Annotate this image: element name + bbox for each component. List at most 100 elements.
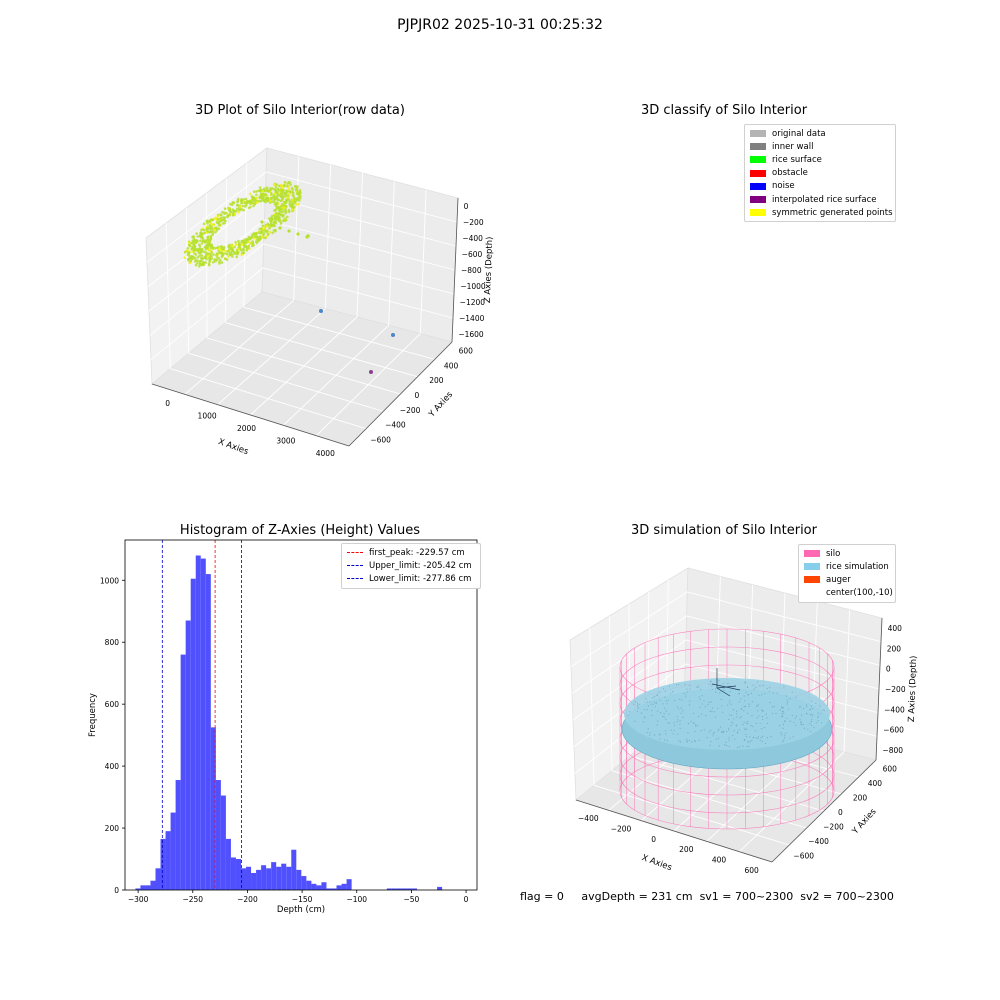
rice-point <box>711 685 713 687</box>
rice-point <box>693 722 695 724</box>
rice-point <box>717 707 719 709</box>
rice-point <box>740 698 742 700</box>
data-point <box>222 211 226 214</box>
rice-point <box>726 730 728 733</box>
data-point <box>198 243 201 247</box>
panel1-3d-raw-plot: 010002000300040006004002000−200−400−6000… <box>145 147 495 458</box>
data-point <box>262 232 266 235</box>
rice-point <box>752 684 754 686</box>
rice-point <box>722 730 724 732</box>
data-point <box>294 203 298 206</box>
rice-point <box>634 701 636 703</box>
panel4-y-axis-label: Y Axies <box>850 806 879 837</box>
rice-point <box>744 727 746 729</box>
data-point <box>291 208 294 212</box>
data-point <box>297 202 300 206</box>
rice-point <box>811 708 814 710</box>
panel4-y-tick-label: −200 <box>823 823 844 832</box>
rice-point <box>715 716 717 718</box>
data-point <box>266 232 270 236</box>
data-point <box>212 253 215 256</box>
rice-point <box>664 690 666 692</box>
data-point <box>194 263 198 267</box>
histogram-bar <box>411 888 417 890</box>
panel1-x-tick-label: 1000 <box>198 412 217 421</box>
rice-point <box>820 713 822 715</box>
data-point <box>283 180 287 184</box>
legend-label: obstacle <box>772 168 808 179</box>
rice-point <box>711 710 713 713</box>
data-point <box>278 218 282 221</box>
rice-point <box>700 688 702 691</box>
rice-point <box>723 687 725 689</box>
rice-point <box>751 739 753 741</box>
histogram-bar <box>225 838 231 890</box>
rice-point <box>637 707 639 709</box>
data-point <box>244 197 248 201</box>
rice-point <box>786 703 788 705</box>
rice-point <box>688 684 691 686</box>
data-point <box>253 232 256 236</box>
rice-point <box>651 714 653 716</box>
data-point <box>213 228 216 231</box>
data-point <box>281 215 285 218</box>
data-point <box>242 248 245 251</box>
rice-point <box>783 686 785 688</box>
data-point <box>276 218 279 221</box>
rice-point <box>811 705 813 707</box>
rice-point <box>784 735 786 737</box>
rice-point <box>660 712 662 714</box>
rice-point <box>800 723 802 725</box>
rice-point <box>688 739 690 742</box>
data-point <box>264 200 267 204</box>
panel4-x-axis-label: X Axies <box>640 853 673 873</box>
data-point <box>295 199 299 202</box>
panel1-z-tick-label: −200 <box>463 218 484 227</box>
rice-point <box>743 710 745 712</box>
rice-point <box>757 738 759 740</box>
rice-point <box>738 701 740 703</box>
data-point <box>193 245 197 249</box>
data-point <box>247 206 251 210</box>
rice-point <box>723 731 725 733</box>
rice-point <box>811 715 813 717</box>
data-point <box>215 253 218 257</box>
rice-point <box>721 705 723 707</box>
rice-point <box>817 712 819 714</box>
rice-point <box>704 706 706 708</box>
data-point <box>269 187 272 190</box>
data-point <box>187 241 191 245</box>
rice-point <box>649 732 651 734</box>
rice-point <box>739 717 741 719</box>
rice-point <box>686 741 689 743</box>
rice-point <box>799 706 801 708</box>
data-point <box>200 242 204 245</box>
histogram-bar <box>281 863 287 890</box>
data-point <box>216 256 219 259</box>
rice-point <box>745 681 747 683</box>
data-point <box>212 223 215 227</box>
rice-point <box>823 710 825 712</box>
rice-point <box>806 704 808 706</box>
rice-point <box>783 712 785 714</box>
data-point <box>278 226 282 230</box>
rice-point <box>800 721 802 723</box>
data-point <box>288 181 292 184</box>
data-point <box>202 228 206 232</box>
rice-point <box>817 717 819 719</box>
data-point <box>279 213 283 216</box>
data-point <box>204 261 207 264</box>
panel2-legend: original data inner wall rice surface obsta… <box>744 124 896 223</box>
data-point <box>250 236 253 239</box>
panel4-y-tick-label: 600 <box>883 764 898 773</box>
rice-point <box>780 732 782 734</box>
rice-point <box>728 737 730 739</box>
data-point <box>190 257 194 261</box>
rice-point <box>685 696 687 698</box>
histogram-bar <box>200 558 206 890</box>
data-point <box>242 208 245 212</box>
data-point <box>275 196 279 200</box>
rice-point <box>646 732 649 734</box>
rice-point <box>759 685 761 687</box>
rice-point <box>734 738 736 740</box>
